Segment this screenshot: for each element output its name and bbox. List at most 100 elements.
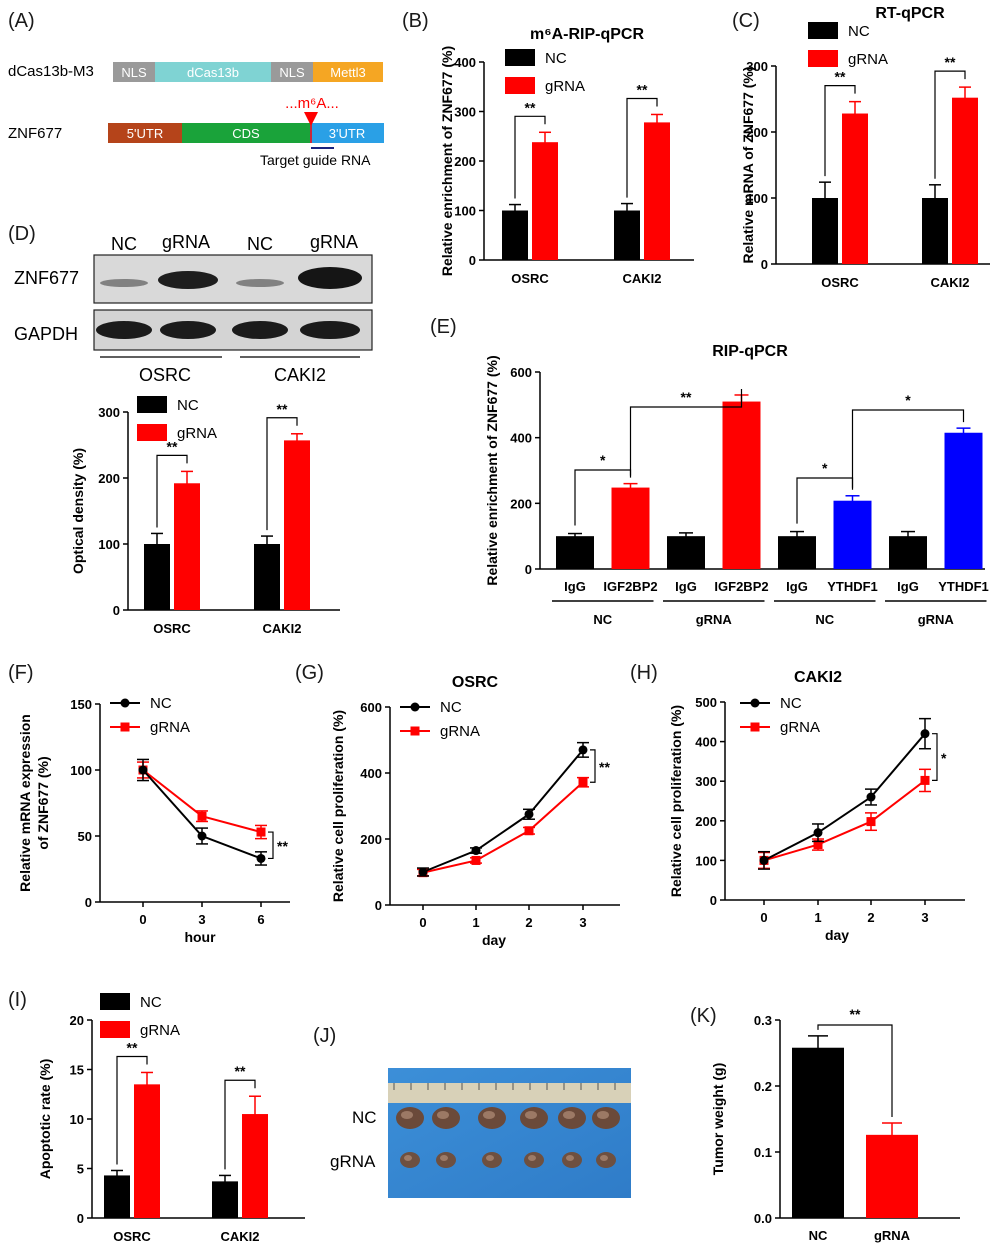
data-point — [197, 831, 207, 841]
blot-lane-label: NC — [111, 234, 137, 254]
bar — [833, 500, 872, 569]
x-tick-label: 0 — [139, 912, 146, 927]
panel-label: (G) — [295, 662, 324, 684]
legend-label: gRNA — [140, 1022, 180, 1039]
utr5-label: 5'UTR — [127, 126, 163, 141]
chart-i: 0 5 10 15 20 (I) Apoptotic rate (%) NC gRNA OSRC *… — [8, 989, 305, 1244]
y-tick-label: 500 — [695, 695, 717, 710]
y-tick-label: 0 — [77, 1211, 84, 1226]
legend-label: gRNA — [545, 78, 585, 95]
panel-label: (B) — [402, 10, 429, 32]
y-tick-label: 0 — [85, 895, 92, 910]
x-tick-label: OSRC — [113, 1229, 151, 1244]
y-tick-label: 100 — [454, 204, 476, 219]
y-tick-label: 150 — [70, 697, 92, 712]
gene-name: ZNF677 — [8, 125, 62, 142]
tumor-highlight — [528, 1155, 536, 1161]
bar — [792, 1047, 844, 1218]
blot-band — [236, 279, 284, 287]
y-axis-label: Tumor weight (g) — [710, 1063, 726, 1176]
significance-bracket — [268, 831, 274, 860]
data-point — [578, 745, 588, 755]
x-tick-label: IgG — [564, 579, 586, 594]
utr3-block — [310, 123, 384, 143]
y-axis-label: Relative enrichment of ZNF677 (%) — [439, 46, 455, 276]
x-tick-label: gRNA — [874, 1228, 911, 1243]
legend-label: NC — [440, 699, 462, 716]
x-tick-label: 3 — [198, 912, 205, 927]
panel-label: (I) — [8, 989, 27, 1011]
znf677-blot-strip — [93, 254, 373, 304]
significance-label: * — [822, 460, 828, 476]
y-tick-label: 0 — [525, 562, 532, 577]
tumor-highlight — [483, 1111, 495, 1119]
construct-name: dCas13b-M3 — [8, 63, 94, 80]
y-axis-label: Optical density (%) — [70, 448, 86, 574]
legend-marker — [410, 702, 420, 712]
y-tick-label: 600 — [510, 365, 532, 380]
significance-bracket — [626, 97, 658, 198]
guide-rna-label: Target guide RNA — [260, 152, 371, 168]
y-tick-label: 100 — [98, 537, 120, 552]
bar — [889, 536, 927, 569]
data-point — [866, 792, 876, 802]
tumor-highlight — [401, 1111, 413, 1119]
group-label: gRNA — [918, 612, 955, 627]
blot-band — [158, 271, 218, 289]
data-point — [524, 826, 534, 836]
significance-bracket — [266, 417, 298, 531]
significance-label: * — [941, 750, 947, 766]
legend-label: NC — [177, 397, 199, 414]
y-tick-label: 400 — [510, 431, 532, 446]
data-point — [418, 867, 428, 877]
series-line — [763, 733, 926, 862]
tumor-group — [393, 1083, 620, 1168]
bar — [104, 1175, 130, 1218]
data-point — [256, 853, 266, 863]
utr5-block — [108, 123, 182, 143]
data-point — [138, 765, 148, 775]
y-tick-label: 100 — [746, 191, 768, 206]
bar — [134, 1084, 160, 1218]
bar — [254, 544, 280, 610]
data-point — [524, 809, 534, 819]
y-tick-label: 20 — [70, 1013, 84, 1028]
bar — [556, 536, 594, 569]
significance-label: * — [600, 452, 606, 468]
y-tick-label: 100 — [70, 763, 92, 778]
chart-h: 0 100 200 300 400 500 (H) CAKI2 Relative cell pr… — [630, 662, 965, 943]
chart-title: m⁶A-RIP-qPCR — [530, 26, 644, 43]
group-label: gRNA — [696, 612, 733, 627]
blot-lane-label: gRNA — [162, 232, 210, 252]
y-tick-label: 200 — [98, 471, 120, 486]
y-tick-label: 300 — [746, 59, 768, 74]
nls-label-2: NLS — [279, 65, 305, 80]
significance-label: ** — [681, 389, 692, 405]
data-point — [920, 729, 930, 739]
legend-swatch — [100, 993, 130, 1010]
significance-label: ** — [525, 99, 536, 115]
dcas13b-block — [155, 62, 271, 82]
y-tick-label: 0.1 — [754, 1145, 772, 1160]
y-tick-label: 300 — [695, 774, 717, 789]
x-tick-label: NC — [809, 1228, 828, 1243]
x-tick-label: 2 — [525, 915, 532, 930]
x-tick-label: OSRC — [153, 621, 191, 636]
blot-lane-label: gRNA — [310, 232, 358, 252]
x-tick-label: IGF2BP2 — [714, 579, 768, 594]
legend-marker — [120, 698, 130, 708]
bar — [842, 113, 868, 265]
legend-label: gRNA — [780, 719, 820, 736]
nls-label-1: NLS — [121, 65, 147, 80]
data-point — [578, 777, 588, 787]
tumor-highlight — [437, 1111, 449, 1119]
bar — [614, 210, 640, 260]
chart-g: 0 200 400 600 (G) OSRC Relative cell prolifera… — [295, 662, 620, 948]
significance-bracket — [629, 388, 743, 476]
y-axis-label: Apoptotic rate (%) — [37, 1059, 53, 1180]
significance-label: ** — [850, 1006, 861, 1022]
x-tick-label: YTHDF1 — [938, 579, 989, 594]
x-tick-label: CAKI2 — [262, 621, 301, 636]
